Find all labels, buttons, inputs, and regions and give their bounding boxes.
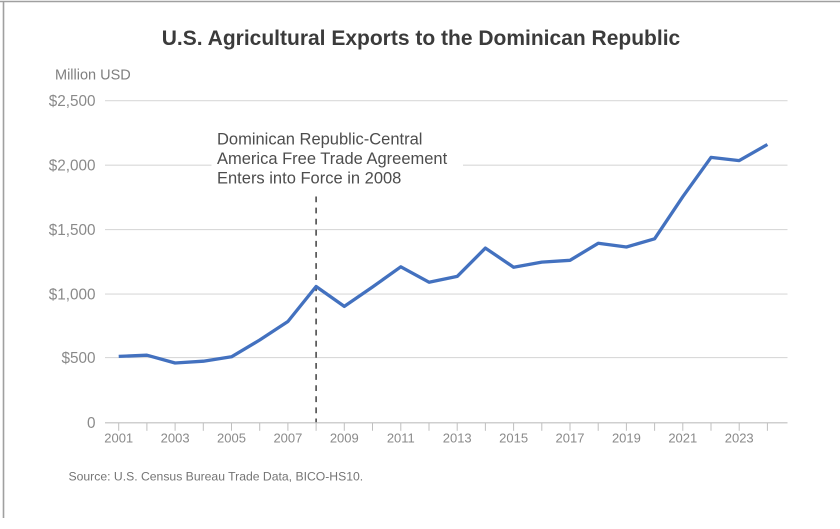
svg-text:Million USD: Million USD	[55, 68, 131, 84]
svg-text:2023: 2023	[725, 431, 754, 446]
svg-text:2007: 2007	[273, 431, 302, 446]
svg-text:Source: U.S. Census Bureau Tra: Source: U.S. Census Bureau Trade Data, B…	[69, 470, 364, 484]
svg-text:2005: 2005	[217, 431, 246, 446]
svg-text:2013: 2013	[443, 431, 472, 446]
svg-text:2001: 2001	[104, 431, 133, 446]
svg-text:Enters into Force in 2008: Enters into Force in 2008	[217, 170, 401, 188]
svg-text:2015: 2015	[499, 431, 528, 446]
svg-text:Dominican Republic-Central: Dominican Republic-Central	[217, 131, 422, 149]
svg-text:$500: $500	[61, 350, 95, 367]
svg-text:2003: 2003	[161, 431, 190, 446]
svg-text:0: 0	[87, 415, 96, 432]
svg-text:U.S. Agricultural Exports to t: U.S. Agricultural Exports to the Dominic…	[162, 27, 681, 50]
svg-text:$2,500: $2,500	[49, 93, 96, 110]
svg-text:$2,000: $2,000	[49, 157, 96, 174]
svg-text:2019: 2019	[612, 431, 641, 446]
svg-text:$1,500: $1,500	[49, 222, 96, 239]
svg-text:$1,000: $1,000	[49, 286, 96, 303]
svg-text:2009: 2009	[330, 431, 359, 446]
svg-text:2021: 2021	[668, 431, 697, 446]
svg-text:2011: 2011	[387, 431, 415, 446]
svg-text:America Free Trade Agreement: America Free Trade Agreement	[217, 150, 448, 168]
svg-text:2017: 2017	[556, 431, 585, 446]
